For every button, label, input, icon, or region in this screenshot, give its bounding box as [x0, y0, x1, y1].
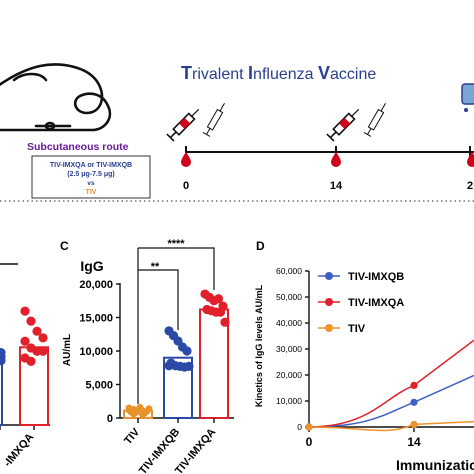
series-point: [305, 423, 313, 431]
syringe-icon: [166, 108, 200, 142]
title-initial: V: [318, 63, 330, 83]
significance-bracket: [138, 247, 215, 290]
panel-c-letter: C: [60, 239, 69, 253]
y-tick-label: 50,000: [276, 292, 302, 302]
panel-d-x-ticks: 0 14: [306, 427, 421, 449]
significance-label: **: [151, 261, 160, 273]
y-tick-label: 20,000: [276, 370, 302, 380]
panel-c-y-ticks: 0 5,000 10,000 15,000 20,000: [79, 279, 120, 425]
x-tick-label: 0: [306, 435, 313, 449]
mean-bar: [0, 350, 3, 426]
data-point: [20, 336, 30, 346]
x-tick-label: TIV: [122, 426, 143, 447]
data-point: [215, 307, 226, 317]
x-tick-label: 14: [407, 435, 421, 449]
y-tick-label: 60,000: [276, 266, 302, 276]
title-word: nfluenza: [253, 66, 318, 83]
groups-line2: (2.5 μg-7.5 μg): [67, 171, 114, 178]
significance-bracket: [138, 269, 179, 330]
data-point: [26, 316, 36, 326]
panel-b-fragment: -IMXQA: [0, 263, 50, 469]
timeline-day-label: 0: [183, 180, 189, 192]
syringe-icon: [326, 108, 360, 142]
data-point: [20, 306, 30, 316]
legend-swatch-marker: [325, 324, 333, 332]
legend-label: TIV-IMXQB: [348, 271, 404, 283]
panel-b-points: [0, 306, 48, 366]
data-point: [32, 326, 42, 336]
panel-d-letter: D: [256, 239, 265, 253]
data-point: [139, 411, 146, 419]
data-point: [220, 317, 230, 327]
panel-c-points: [125, 289, 230, 419]
series-point: [410, 398, 418, 406]
significance-label: ****: [167, 238, 185, 250]
data-point: [26, 356, 36, 366]
data-point: [0, 356, 6, 366]
legend-label: TIV-IMXQA: [348, 297, 404, 309]
series-line: [308, 339, 474, 428]
panel-d-x-axis-label: Immunization: [396, 457, 474, 473]
control-label: TIV: [86, 189, 97, 196]
data-point: [213, 294, 224, 304]
panel-c-y-axis-label: AU/mL: [62, 334, 73, 366]
route-label: Subcutaneous route: [27, 141, 129, 153]
syringe-outline-icon: [202, 103, 225, 137]
panel-d-legend: TIV-IMXQB TIV-IMXQA TIV: [318, 271, 404, 335]
panel-c-chart: C IgG AU/mL 0 5,000 10,000 15,000 20,000 TIV…: [60, 238, 234, 474]
y-tick-label: 0: [297, 422, 302, 432]
y-tick-label: 40,000: [276, 318, 302, 328]
series-point: [410, 381, 418, 389]
blood-drop-icon: [331, 152, 341, 167]
data-point: [184, 361, 194, 372]
legend-swatch-marker: [325, 298, 333, 306]
mouse-icon: [0, 63, 112, 132]
title-initial: T: [181, 63, 192, 83]
panel-d-series: [305, 339, 474, 432]
y-tick-label: 10,000: [79, 346, 113, 358]
vs-label: vs: [87, 180, 95, 187]
data-point: [182, 346, 192, 356]
series-line: [308, 374, 474, 428]
y-tick-label: 0: [107, 413, 113, 425]
blood-drop-icon: [181, 152, 191, 167]
y-tick-label: 20,000: [79, 279, 113, 291]
y-tick-label: 10,000: [276, 396, 302, 406]
y-tick-label: 15,000: [79, 313, 113, 325]
data-point: [145, 405, 153, 413]
series-point: [410, 420, 418, 428]
groups-line1: TIV-IMXQA or TIV-IMXQB: [50, 162, 132, 169]
tube-icon: [461, 83, 474, 112]
title-word: accine: [330, 66, 376, 83]
panel-b-category-label: -IMXQA: [2, 431, 37, 469]
data-point: [38, 333, 48, 343]
blood-drop-icon: [467, 152, 474, 167]
panel-d-y-ticks: 0 10,000 20,000 30,000 40,000 50,000 60,000: [276, 266, 309, 432]
schematic-panel: Trivalent Influenza Vaccine Subcutaneous…: [0, 63, 474, 202]
legend-swatch-marker: [325, 272, 333, 280]
syringe-outline-icon: [363, 103, 386, 137]
panel-c-title: IgG: [80, 258, 103, 274]
groups-box: [31, 155, 151, 199]
legend-label: TIV: [348, 323, 366, 335]
panel-d-chart: D Kinetics of IgG levels AU/mL 0 10,000 20…: [254, 239, 474, 473]
data-point: [164, 361, 174, 371]
title-initial: I: [248, 63, 253, 83]
y-tick-label: 5,000: [85, 380, 113, 392]
schematic-title: Trivalent Influenza Vaccine: [181, 63, 376, 83]
y-tick-label: 30,000: [276, 344, 302, 354]
title-word: rivalent: [192, 66, 248, 83]
timeline-day-label: 14: [330, 180, 343, 192]
data-point: [125, 406, 133, 414]
timeline-labels: 0 14 2: [183, 180, 473, 192]
panel-d-y-axis-label: Kinetics of IgG levels AU/mL: [254, 284, 264, 407]
data-point: [38, 346, 48, 356]
timeline-day-label: 2: [467, 180, 473, 192]
